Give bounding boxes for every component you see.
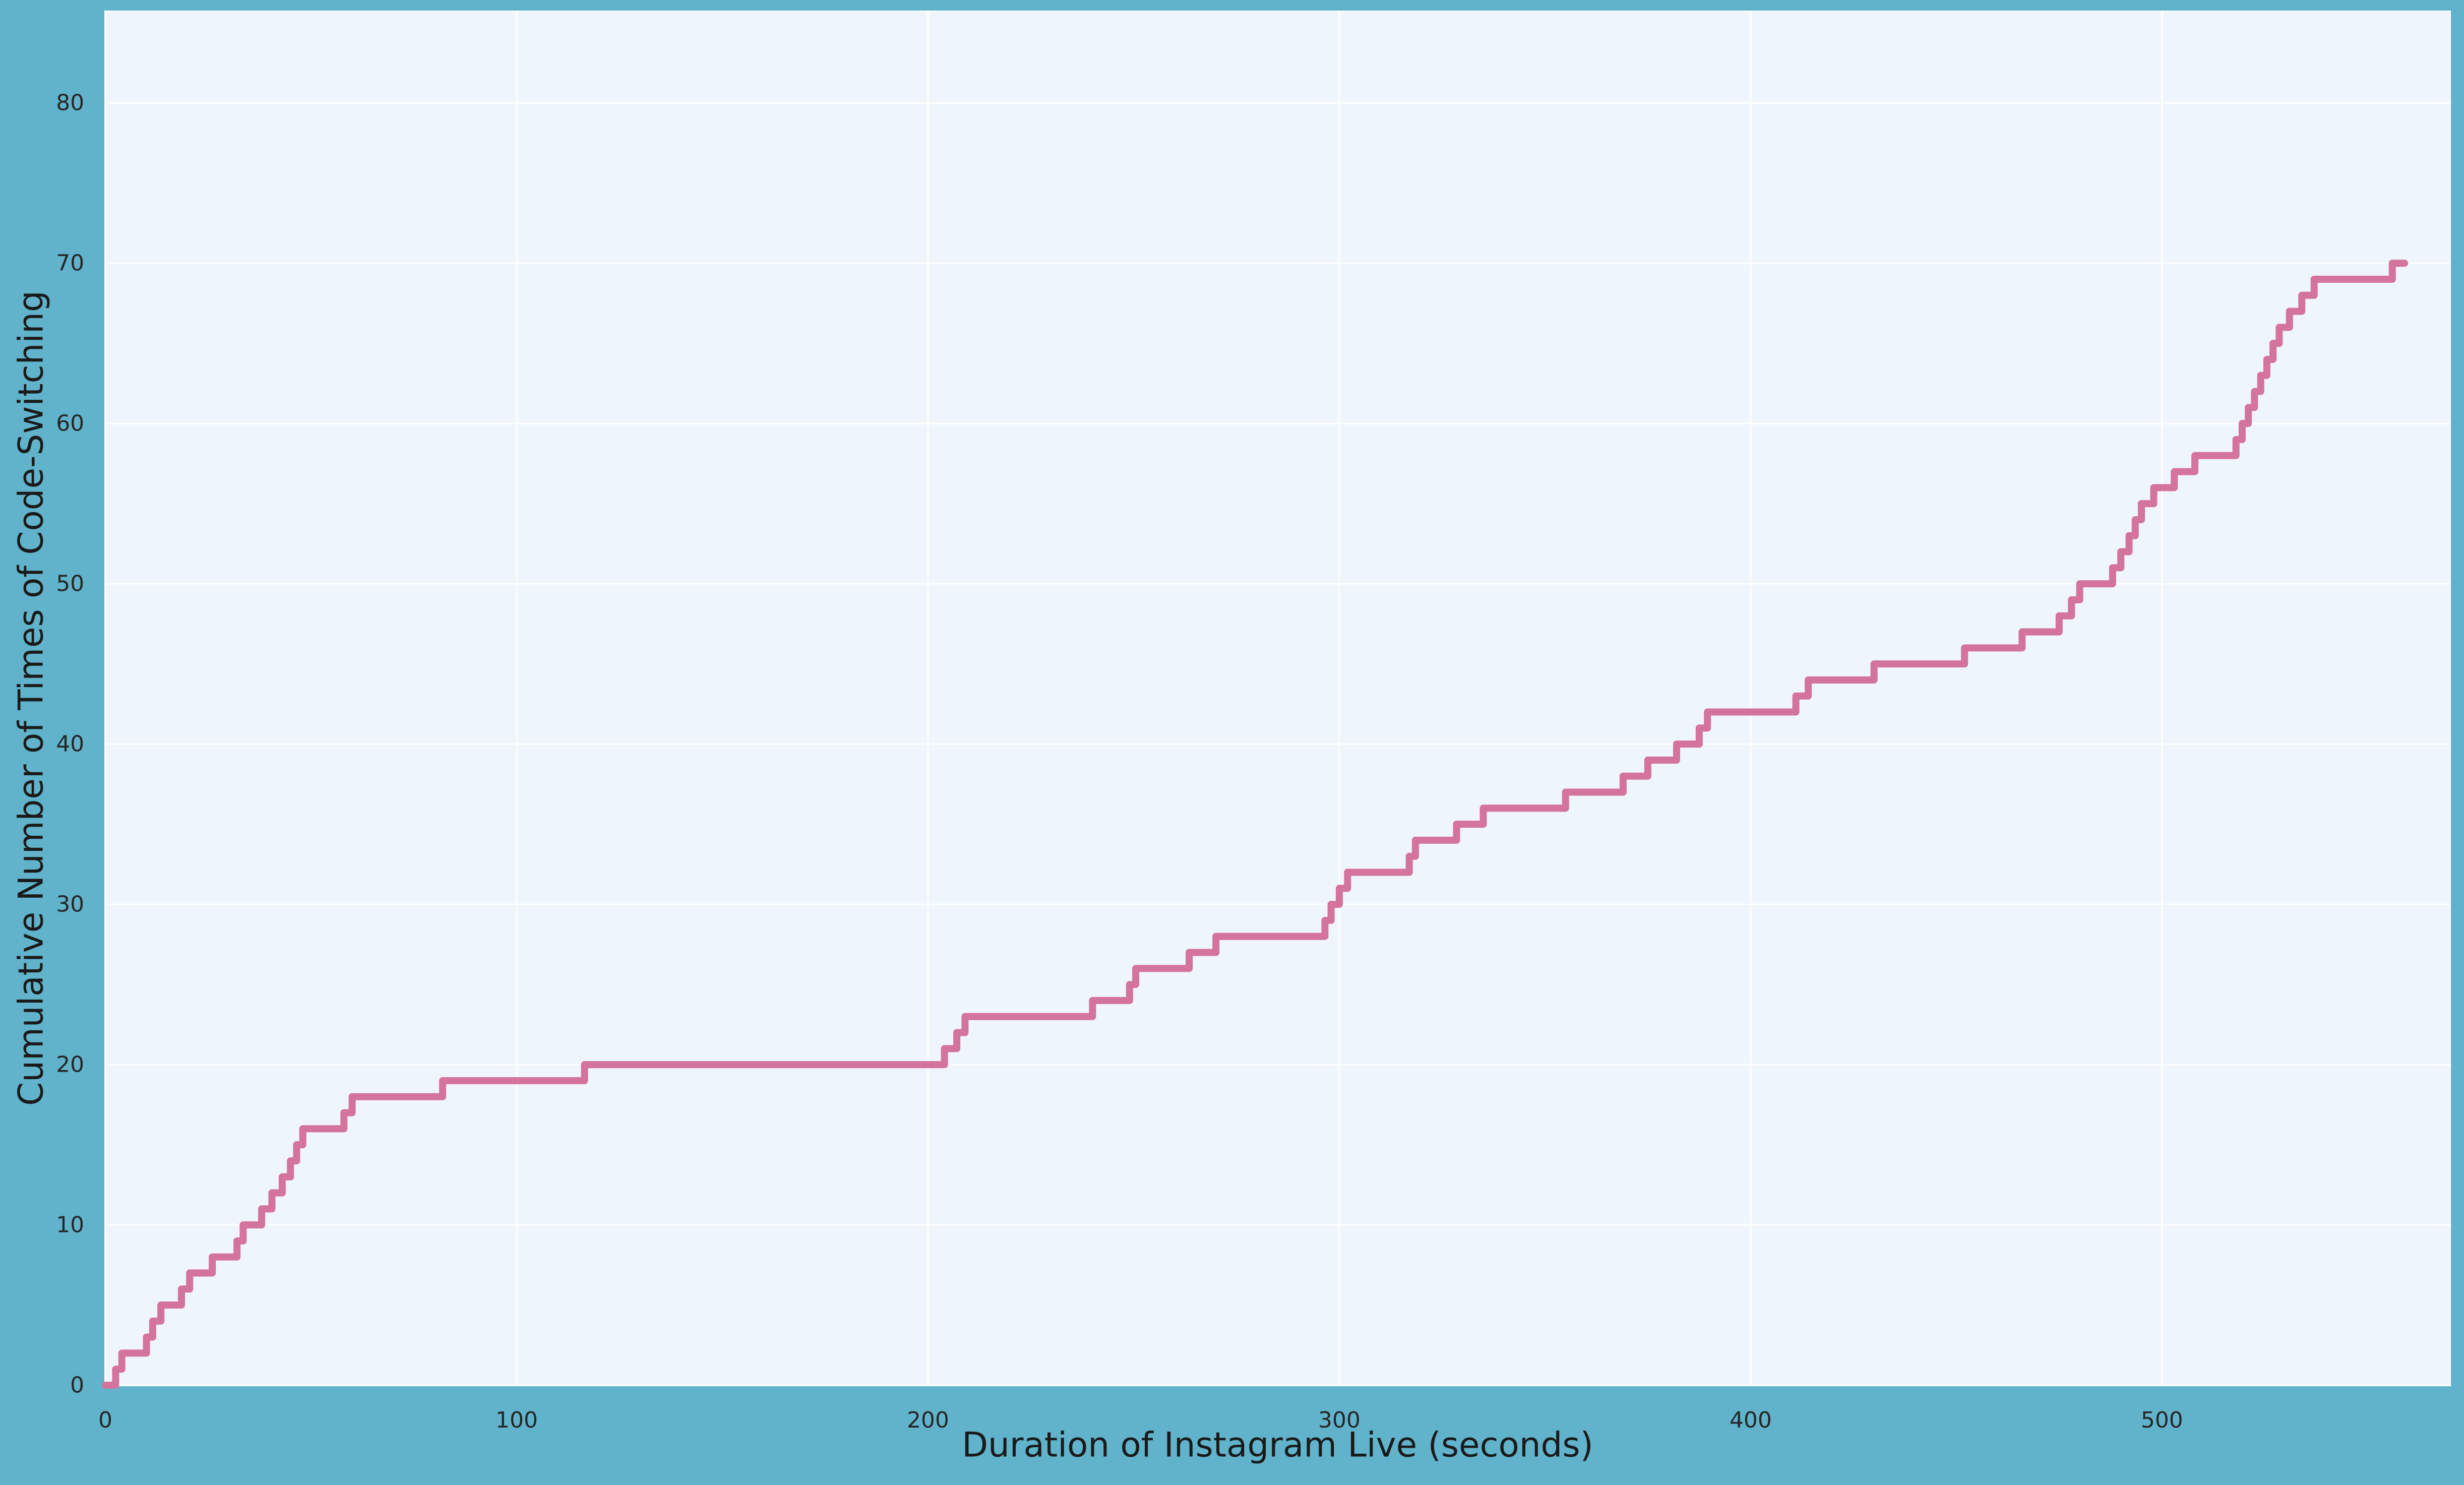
plot-svg [105, 12, 2450, 1385]
y-tick-label: 50 [56, 571, 85, 597]
step-line [105, 263, 2405, 1385]
y-tick-label: 20 [56, 1051, 85, 1078]
y-axis-title: Cumulative Number of Times of Code-Switc… [11, 290, 51, 1106]
y-tick-label: 80 [56, 90, 85, 116]
y-tick-label: 60 [56, 410, 85, 437]
x-tick-label: 400 [1729, 1407, 1772, 1433]
x-tick-label: 100 [495, 1407, 538, 1433]
y-tick-label: 0 [70, 1372, 85, 1398]
plot-area: 0 100 200 300 400 500 0 10 20 30 40 50 60 70 80 [56, 11, 2451, 1386]
x-tick-label: 500 [2140, 1407, 2183, 1433]
y-tick-label: 40 [56, 731, 85, 757]
y-tick-label: 30 [56, 891, 85, 917]
x-axis-title: Duration of Instagram Live (seconds) [962, 1425, 1593, 1465]
y-tick-label: 10 [56, 1212, 85, 1238]
y-tick-label: 70 [56, 250, 85, 276]
x-tick-label: 200 [906, 1407, 949, 1433]
x-tick-label: 0 [98, 1407, 112, 1433]
grid-lines [105, 12, 2450, 1385]
